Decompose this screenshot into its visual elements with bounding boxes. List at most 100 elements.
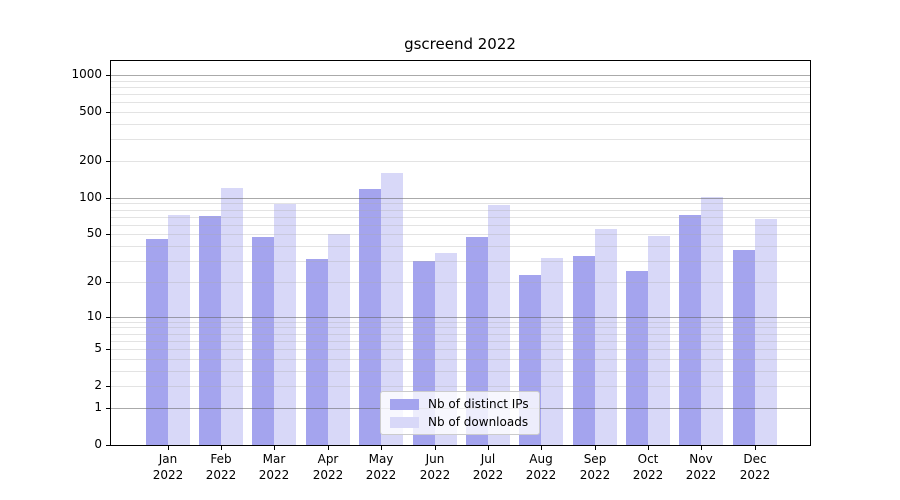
grid-line-minor <box>111 102 810 103</box>
x-tick-label-line: Sep <box>583 452 607 466</box>
x-tick-label-line: May <box>368 452 394 466</box>
x-tick-label: Aug 2022 <box>501 451 581 483</box>
x-tick-label-line: Dec <box>743 452 767 466</box>
bar-distinct-ips <box>146 239 168 445</box>
x-tick-label: Nov 2022 <box>661 451 741 483</box>
x-tick-label: Feb 2022 <box>181 451 261 483</box>
x-tick-label: Apr 2022 <box>288 451 368 483</box>
x-tick-label-line: 2022 <box>685 468 717 482</box>
grid-line-minor <box>111 87 810 88</box>
y-tick <box>106 386 110 387</box>
bar-distinct-ips <box>359 189 381 445</box>
bar-downloads <box>488 205 510 445</box>
grid-line-minor <box>111 94 810 95</box>
y-tick-label: 2 <box>94 378 102 392</box>
legend-swatch-downloads <box>390 416 419 428</box>
bar-downloads <box>648 236 670 445</box>
y-tick-label: 50 <box>86 226 102 240</box>
x-tick-label: May 2022 <box>341 451 421 483</box>
y-tick <box>106 349 110 350</box>
x-tick-label-line: 2022 <box>205 468 237 482</box>
bar-distinct-ips <box>306 259 328 445</box>
legend-label-downloads: Nb of downloads <box>428 415 529 429</box>
bar-distinct-ips <box>626 271 648 445</box>
bar-distinct-ips <box>199 216 221 445</box>
bar-downloads <box>274 204 296 445</box>
x-tick <box>488 445 489 450</box>
bar-downloads <box>168 215 190 445</box>
x-tick-label-line: Apr <box>317 452 339 466</box>
y-tick <box>106 445 110 446</box>
x-tick-label: Jun 2022 <box>395 451 475 483</box>
bar-downloads <box>221 188 243 445</box>
grid-line-minor <box>111 161 810 162</box>
x-tick-label-line: 2022 <box>472 468 504 482</box>
y-tick <box>106 75 110 76</box>
legend-item-distinct-ips: Nb of distinct IPs <box>390 397 529 411</box>
y-tick-label: 0 <box>94 437 102 451</box>
legend-swatch-distinct-ips <box>390 398 419 410</box>
bar-downloads <box>541 258 563 445</box>
y-tick <box>106 161 110 162</box>
bar-downloads <box>595 229 617 445</box>
x-tick-label: Sep 2022 <box>555 451 635 483</box>
x-tick-label-line: 2022 <box>365 468 397 482</box>
y-tick-label: 100 <box>79 190 102 204</box>
x-tick-label-line: Jun <box>425 452 445 466</box>
x-tick-label-line: 2022 <box>419 468 451 482</box>
x-tick-label: Jul 2022 <box>448 451 528 483</box>
x-tick-label-line: 2022 <box>152 468 184 482</box>
y-tick-label: 20 <box>86 274 102 288</box>
y-tick-label: 1 <box>94 400 102 414</box>
x-tick-label: Mar 2022 <box>234 451 314 483</box>
x-tick-label: Jan 2022 <box>128 451 208 483</box>
legend-label-distinct-ips: Nb of distinct IPs <box>428 397 529 411</box>
x-tick-label-line: Jul <box>480 452 496 466</box>
x-tick <box>435 445 436 450</box>
bar-distinct-ips <box>252 237 274 445</box>
grid-line-minor <box>111 112 810 113</box>
x-tick <box>701 445 702 450</box>
bar-downloads <box>755 219 777 445</box>
y-tick <box>106 408 110 409</box>
x-tick-label-line: Jan <box>158 452 178 466</box>
x-tick-label-line: Mar <box>262 452 286 466</box>
x-tick <box>274 445 275 450</box>
y-tick <box>106 112 110 113</box>
x-tick-label-line: 2022 <box>312 468 344 482</box>
y-tick <box>106 282 110 283</box>
bar-distinct-ips <box>573 256 595 445</box>
y-axis-labels: 1000 500 200 100 50 20 10 5 2 1 0 <box>0 0 102 500</box>
x-tick <box>381 445 382 450</box>
x-tick-label-line: 2022 <box>579 468 611 482</box>
bar-downloads <box>701 197 723 445</box>
x-tick <box>168 445 169 450</box>
x-tick <box>221 445 222 450</box>
x-tick-label: Oct 2022 <box>608 451 688 483</box>
x-tick <box>328 445 329 450</box>
y-tick-label: 1000 <box>71 67 102 81</box>
bar-downloads <box>381 173 403 445</box>
x-tick <box>755 445 756 450</box>
x-tick-label-line: 2022 <box>632 468 664 482</box>
x-tick <box>648 445 649 450</box>
grid-line-minor <box>111 139 810 140</box>
x-tick-label-line: 2022 <box>739 468 771 482</box>
legend-item-downloads: Nb of downloads <box>390 415 529 429</box>
grid-line-minor <box>111 81 810 82</box>
x-tick-label-line: Nov <box>689 452 713 466</box>
y-tick-label: 200 <box>79 153 102 167</box>
x-tick-label: Dec 2022 <box>715 451 795 483</box>
y-tick-label: 5 <box>94 341 102 355</box>
plot-area: Nb of distinct IPs Nb of downloads Jan 20… <box>106 60 811 482</box>
x-tick <box>595 445 596 450</box>
x-tick-label-line: Feb <box>210 452 232 466</box>
grid-line-minor <box>111 124 810 125</box>
y-tick-label: 500 <box>79 104 102 118</box>
x-tick <box>541 445 542 450</box>
bar-distinct-ips <box>679 215 701 445</box>
legend: Nb of distinct IPs Nb of downloads <box>380 391 540 435</box>
bar-distinct-ips <box>733 250 755 445</box>
x-tick-label-line: Oct <box>637 452 659 466</box>
